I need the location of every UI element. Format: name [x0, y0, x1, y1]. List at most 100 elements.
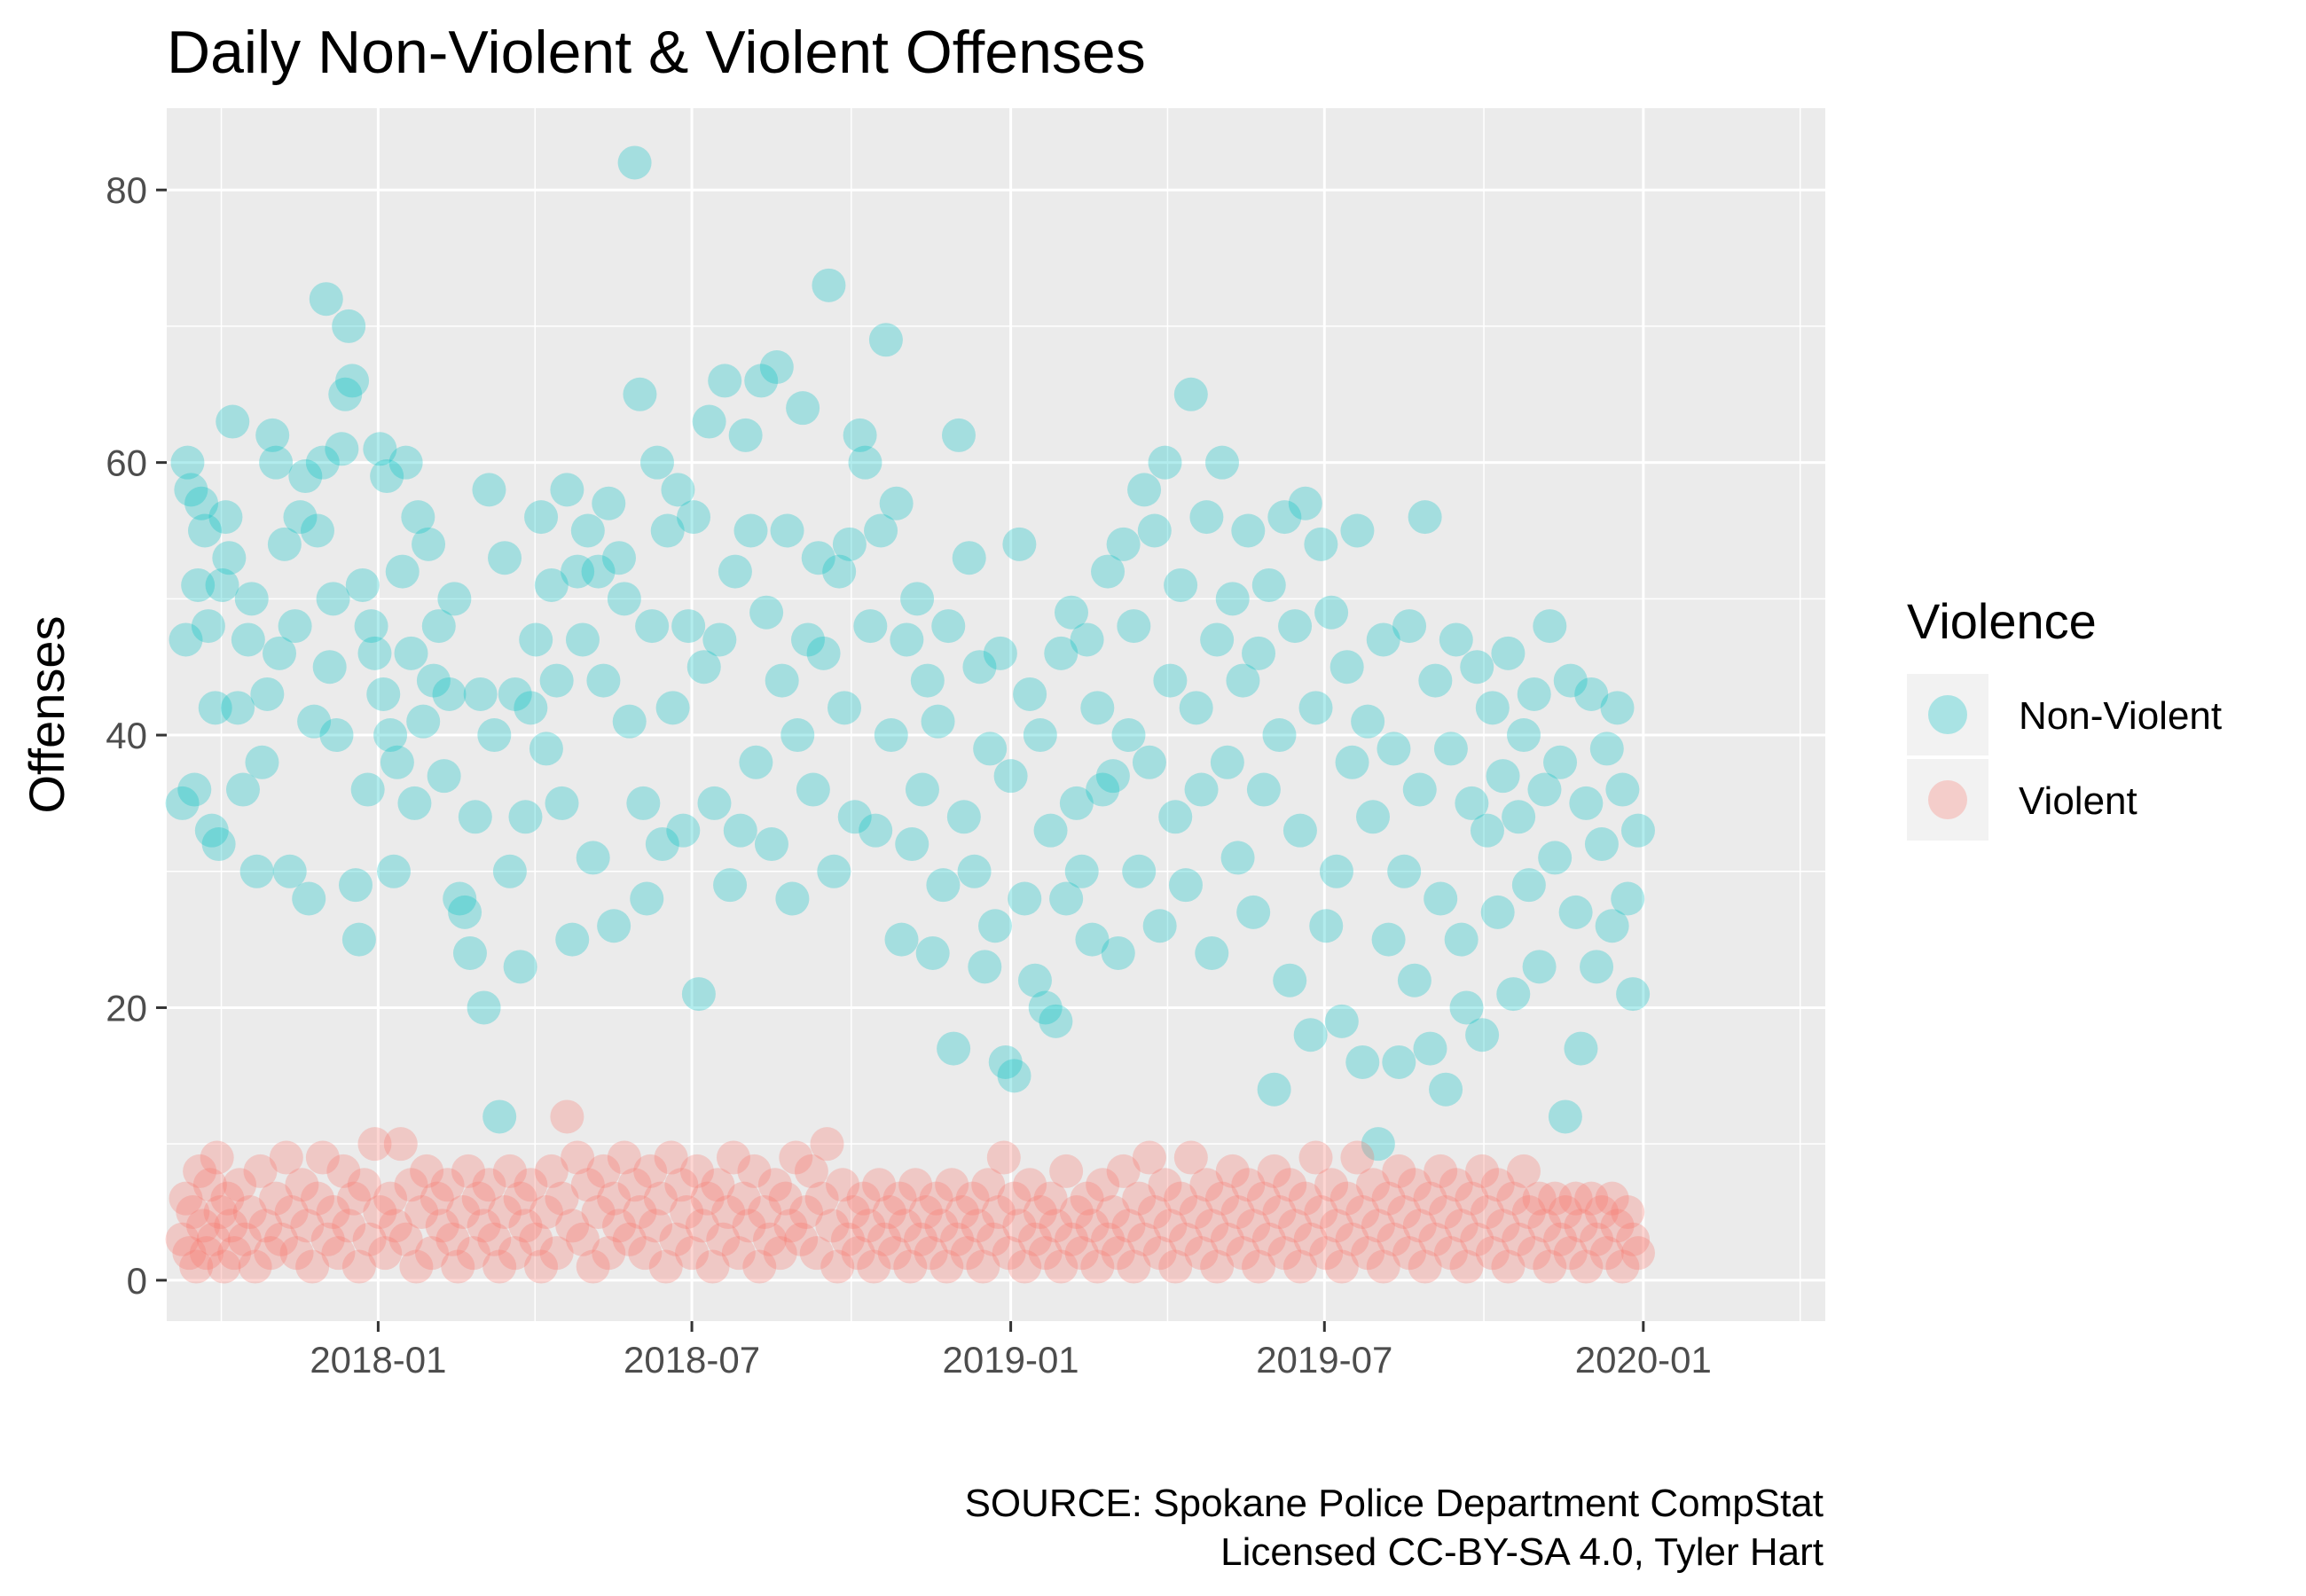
data-point [666, 813, 701, 848]
data-point [238, 1249, 272, 1284]
data-point [570, 513, 605, 548]
data-point [1164, 567, 1198, 602]
data-point [1055, 1222, 1088, 1256]
data-point [1070, 622, 1104, 657]
data-point [864, 513, 898, 548]
data-point [301, 1181, 334, 1216]
data-point [690, 1181, 725, 1216]
data-points [165, 145, 1655, 1284]
data-point [711, 1195, 746, 1230]
y-tick-label: 60 [106, 442, 147, 484]
data-point [1580, 950, 1614, 984]
data-point [341, 1249, 376, 1284]
data-point [352, 1222, 387, 1256]
data-point [1293, 1222, 1328, 1256]
data-point [172, 1236, 207, 1271]
data-point [1184, 1236, 1219, 1271]
data-point [837, 800, 872, 834]
data-point [312, 650, 347, 685]
data-point [685, 1209, 719, 1243]
data-point [742, 1249, 777, 1284]
data-point [1210, 745, 1244, 779]
data-point [529, 732, 563, 766]
data-point [679, 1154, 714, 1188]
data-point [1304, 527, 1338, 561]
data-point [1387, 854, 1422, 888]
data-point [205, 567, 239, 602]
x-tick-label: 2019-01 [943, 1339, 1079, 1381]
data-point [1044, 1249, 1078, 1284]
data-point [664, 1168, 699, 1202]
data-point [612, 704, 647, 739]
data-point [1449, 1249, 1484, 1284]
data-point [385, 554, 420, 589]
data-point [451, 1154, 485, 1188]
caption-line-2: Licensed CC-BY-SA 4.0, Tyler Hart [1220, 1530, 1824, 1574]
data-point [1345, 1195, 1380, 1230]
data-point [285, 1168, 319, 1202]
data-point [1392, 609, 1427, 644]
data-point [1226, 663, 1260, 698]
data-point [1507, 1154, 1541, 1188]
data-point [1195, 935, 1229, 970]
data-point [957, 854, 992, 888]
data-point [929, 1249, 964, 1284]
data-point [806, 636, 841, 670]
data-point [263, 1222, 298, 1256]
y-tick-label: 0 [127, 1260, 147, 1302]
data-point [992, 1236, 1026, 1271]
data-point [1319, 854, 1353, 888]
data-point [187, 513, 222, 548]
data-point [170, 445, 205, 480]
data-point [341, 922, 376, 957]
data-point [779, 1140, 813, 1175]
data-point [1267, 1236, 1302, 1271]
data-point [1569, 786, 1604, 820]
data-point [1064, 854, 1099, 888]
data-point [1611, 881, 1645, 916]
data-point [888, 1209, 922, 1243]
data-point [757, 1168, 792, 1202]
data-point [848, 445, 882, 480]
data-point [1408, 500, 1442, 535]
data-point [539, 663, 574, 698]
data-point [904, 1222, 937, 1256]
data-point [1013, 677, 1047, 711]
data-point [309, 282, 343, 317]
data-point [971, 1168, 1006, 1202]
data-point [1553, 663, 1588, 698]
x-tick-label: 2018-07 [624, 1339, 760, 1381]
data-point [1101, 935, 1135, 970]
data-point [981, 1195, 1016, 1230]
plot-panel [167, 108, 1825, 1321]
data-point [1616, 977, 1651, 1012]
data-point [898, 1168, 933, 1202]
data-point [1117, 1249, 1151, 1284]
data-point [404, 1195, 439, 1230]
data-point [983, 636, 1017, 670]
data-point [1293, 1018, 1328, 1052]
data-point [210, 1181, 245, 1216]
data-point [570, 1168, 605, 1202]
data-point [790, 622, 825, 657]
data-point [1433, 732, 1468, 766]
data-point [463, 677, 498, 711]
data-point [796, 772, 830, 807]
data-point [176, 1195, 210, 1230]
data-point [822, 554, 857, 589]
data-point [208, 500, 243, 535]
data-point [1455, 1181, 1489, 1216]
data-point [1251, 1222, 1286, 1256]
data-point [955, 1181, 990, 1216]
data-point [812, 268, 846, 302]
data-point [617, 1168, 652, 1202]
data-point [184, 486, 219, 520]
data-point [1158, 1249, 1193, 1284]
data-point [1589, 732, 1624, 766]
data-point [773, 1209, 808, 1243]
data-point [1340, 513, 1375, 548]
data-point [1080, 691, 1115, 725]
data-point [1527, 1209, 1562, 1243]
data-point [654, 1140, 688, 1175]
